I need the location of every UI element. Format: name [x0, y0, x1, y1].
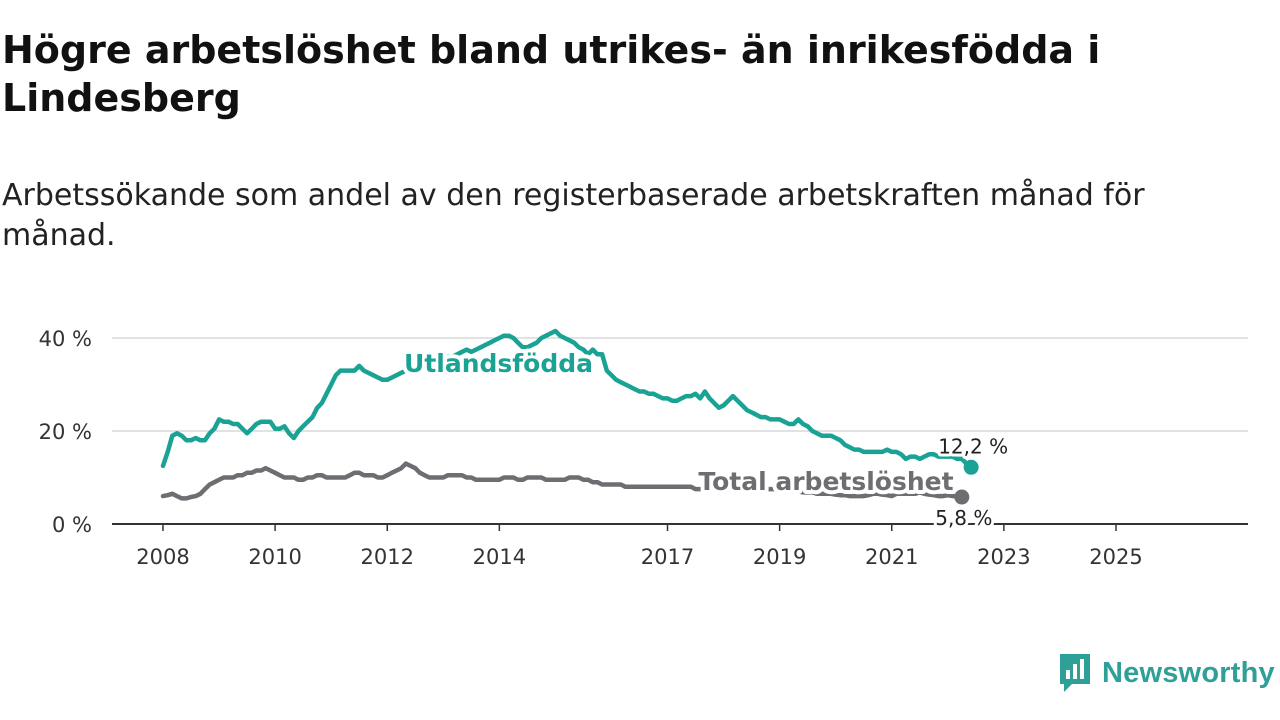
axes: 0 % 20 % 40 % 2008 2010 2012 2014 2017 2019 2021 2… — [39, 327, 1248, 569]
x-tick-label: 2017 — [641, 545, 694, 569]
series-endpoint-total — [954, 489, 970, 505]
data-labels: Utlandsfödda Total arbetslöshet 12,2 % 5,8 … — [400, 345, 1011, 533]
x-tick-label: 2012 — [361, 545, 414, 569]
x-tick-label: 2010 — [248, 545, 301, 569]
brand-name: Newsworthy — [1102, 656, 1275, 689]
x-tick-label: 2023 — [977, 545, 1030, 569]
line-chart: 0 % 20 % 40 % 2008 2010 2012 2014 2017 2019 2021 2… — [39, 327, 1248, 569]
x-tick-label: 2008 — [136, 545, 189, 569]
newsworthy-logo-icon — [1060, 654, 1090, 692]
y-tick-label: 20 % — [39, 420, 92, 444]
newsworthy-logo: Newsworthy — [1058, 652, 1275, 694]
series-endpoint-utlandsfodda — [963, 459, 979, 475]
gridlines — [112, 337, 1248, 432]
series-label-total: Total arbetslöshet — [698, 467, 953, 496]
series-lines — [160, 328, 979, 505]
chart-title: Högre arbetslöshet bland utrikes- än inr… — [2, 28, 1101, 120]
series-label-utlandsfodda: Utlandsfödda — [404, 349, 593, 378]
x-tick-label: 2014 — [473, 545, 526, 569]
end-value-label-utlandsfodda: 12,2 % — [938, 434, 1008, 458]
chart-subtitle: Arbetssökande som andel av den registerb… — [2, 178, 1145, 253]
x-tick-label: 2021 — [865, 545, 918, 569]
series-line-total — [160, 461, 965, 501]
end-value-label-total: 5,8 % — [935, 506, 992, 530]
series-line-utlandsfodda — [160, 328, 974, 470]
x-tick-label: 2025 — [1089, 545, 1142, 569]
y-tick-label: 40 % — [39, 327, 92, 351]
y-tick-label: 0 % — [52, 513, 92, 537]
x-tick-label: 2019 — [753, 545, 806, 569]
